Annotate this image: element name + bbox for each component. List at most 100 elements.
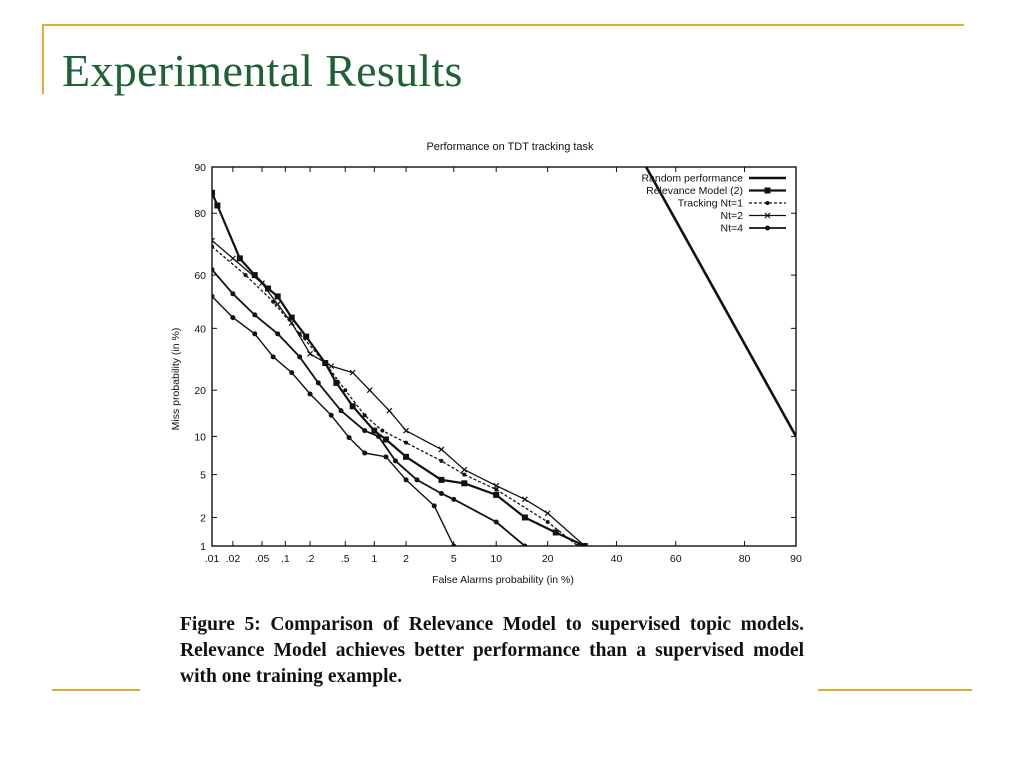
data-point xyxy=(403,477,409,483)
x-tick-label: .01 xyxy=(205,553,220,565)
y-tick-label: 1 xyxy=(200,541,206,553)
data-point xyxy=(545,519,550,524)
plot-series xyxy=(212,167,796,546)
plot-frame xyxy=(211,166,797,547)
data-point xyxy=(764,212,771,219)
data-point xyxy=(764,187,771,194)
data-point xyxy=(315,380,321,386)
y-tick-label: 80 xyxy=(194,208,206,220)
data-point xyxy=(451,543,457,546)
data-point xyxy=(349,369,356,376)
series-4 xyxy=(212,267,528,546)
data-point xyxy=(403,427,409,434)
data-point xyxy=(451,496,457,502)
data-point xyxy=(307,391,313,397)
data-point xyxy=(251,272,258,279)
legend-label: Random performance xyxy=(641,173,743,185)
series-2 xyxy=(212,244,580,546)
accent-rule-bottom-right xyxy=(818,689,972,691)
accent-rule-bottom-left xyxy=(52,689,140,691)
x-tick-label: 10 xyxy=(490,553,502,565)
data-point xyxy=(212,237,215,244)
data-point xyxy=(438,490,444,496)
series-5 xyxy=(212,293,457,546)
x-axis-label: False Alarms probability (in %) xyxy=(432,574,574,586)
data-point xyxy=(212,189,215,196)
det-chart: Performance on TDT tracking task False A… xyxy=(170,141,802,586)
data-point xyxy=(765,201,770,205)
data-point xyxy=(270,354,276,360)
series-line xyxy=(212,246,579,546)
data-point xyxy=(431,503,437,509)
data-point xyxy=(392,458,398,464)
data-point xyxy=(362,450,368,456)
axis-ticks: .01 .02 .05 .1 .2 .5 1 2 5 10 20 40 60 80 90 1 2 5 10 20 40 6… xyxy=(194,162,802,565)
x-tick-label: 2 xyxy=(403,553,409,565)
data-point xyxy=(575,544,580,546)
data-point xyxy=(229,255,236,262)
data-point xyxy=(243,273,248,278)
accent-bar-vertical xyxy=(42,26,44,94)
x-tick-label: 1 xyxy=(371,553,377,565)
data-point xyxy=(438,446,445,453)
y-tick-label: 90 xyxy=(194,162,206,174)
data-point xyxy=(307,350,313,357)
data-point xyxy=(414,477,420,483)
data-point xyxy=(522,543,528,546)
legend-label: Relevance Model (2) xyxy=(646,185,743,197)
data-point xyxy=(371,427,378,434)
data-point xyxy=(404,440,409,445)
data-point xyxy=(252,312,258,318)
data-point xyxy=(275,331,281,337)
y-axis-label: Miss probability (in %) xyxy=(170,328,182,431)
x-tick-label: 60 xyxy=(670,553,682,565)
data-point xyxy=(765,225,770,231)
data-point xyxy=(521,496,528,503)
data-point xyxy=(461,466,468,473)
series-0 xyxy=(644,167,796,438)
x-tick-label: 40 xyxy=(611,553,623,565)
data-point xyxy=(544,510,551,517)
x-tick-label: .1 xyxy=(281,553,290,565)
x-tick-label: .05 xyxy=(255,553,270,565)
data-point xyxy=(230,291,236,297)
data-point xyxy=(346,435,352,441)
data-point xyxy=(297,354,303,360)
data-point xyxy=(328,363,335,370)
y-tick-label: 10 xyxy=(194,431,206,443)
data-point xyxy=(581,543,588,546)
series-1 xyxy=(212,189,588,546)
x-tick-label: 5 xyxy=(451,553,457,565)
data-point xyxy=(438,476,445,483)
data-point xyxy=(493,491,500,498)
x-tick-label: .02 xyxy=(226,553,241,565)
data-point xyxy=(274,293,281,300)
data-point xyxy=(333,379,340,386)
data-point xyxy=(383,454,389,460)
data-point xyxy=(214,202,221,209)
data-point xyxy=(382,436,389,443)
x-tick-label: 80 xyxy=(739,553,751,565)
legend-label: Tracking Nt=1 xyxy=(678,198,743,210)
data-point xyxy=(343,388,348,393)
data-point xyxy=(521,514,528,521)
series-line xyxy=(212,269,526,546)
y-tick-label: 20 xyxy=(194,385,206,397)
data-point xyxy=(230,315,236,321)
series-line xyxy=(212,295,455,546)
x-tick-label: .5 xyxy=(341,553,350,565)
x-tick-label: 90 xyxy=(790,553,802,565)
data-point xyxy=(366,387,373,394)
series-line xyxy=(212,192,586,546)
data-point xyxy=(386,407,393,414)
data-point xyxy=(461,480,468,487)
data-point xyxy=(212,244,214,249)
data-point xyxy=(288,314,295,321)
data-point xyxy=(259,280,265,287)
legend-label: Nt=2 xyxy=(721,210,744,222)
data-point xyxy=(493,482,500,489)
x-tick-label: .2 xyxy=(306,553,315,565)
y-tick-label: 5 xyxy=(200,470,206,482)
legend-label: Nt=4 xyxy=(721,223,744,235)
